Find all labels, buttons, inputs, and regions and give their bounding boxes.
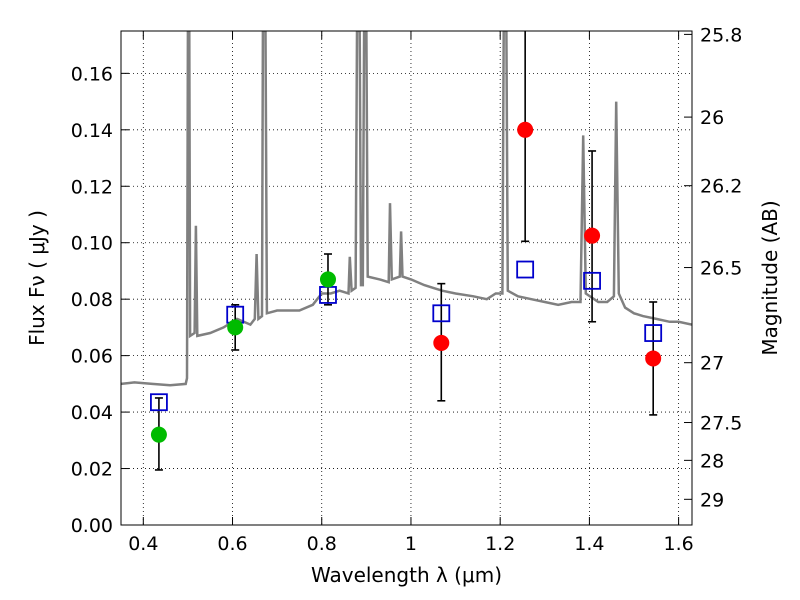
right-axis-label: Magnitude (AB): [758, 200, 782, 355]
model-flux-square: [432, 304, 451, 323]
y-axis-label: Flux Fν ( μJy ): [25, 210, 49, 346]
photometry-point-green: [150, 426, 167, 443]
right-tick-label: 28: [700, 450, 724, 472]
photometry-point-green: [227, 319, 244, 336]
right-tick-label: 26.5: [700, 258, 742, 280]
right-tick-label: 26: [700, 107, 724, 129]
x-tick-label: 1.4: [574, 533, 604, 555]
y-tick-label: 0.04: [71, 402, 113, 424]
spectrum-layer: [121, 31, 692, 387]
markers-layer: [150, 121, 663, 443]
x-tick-label: 0.6: [217, 533, 247, 555]
model-spectrum-line: [121, 31, 692, 387]
x-tick-labels: 0.4 0.6 0.8 1 1.2 1.4 1.6: [128, 533, 694, 555]
y-tick-label: 0.12: [71, 176, 113, 198]
photometry-point-red: [517, 121, 534, 138]
photometry-point-red: [433, 334, 450, 351]
right-tick-label: 29: [700, 489, 724, 511]
photometry-point-red: [584, 227, 601, 244]
model-flux-square: [516, 260, 535, 279]
right-tick-label: 25.8: [700, 24, 742, 46]
model-flux-square: [583, 271, 601, 290]
x-tick-label: 1: [405, 533, 417, 555]
y-tick-label: 0.02: [71, 459, 113, 481]
x-tick-label: 1.6: [664, 533, 694, 555]
y-tick-label: 0.06: [71, 346, 113, 368]
model-flux-square: [644, 324, 663, 342]
y-tick-label: 0.00: [71, 515, 113, 537]
axis-ticks: [121, 31, 692, 526]
right-tick-label: 26.2: [700, 176, 742, 198]
plot-frame: [120, 30, 693, 526]
photometry-point-red: [645, 350, 662, 367]
model-flux-square: [150, 393, 168, 412]
x-tick-label: 0.4: [128, 533, 158, 555]
right-tick-label: 27.5: [700, 413, 742, 435]
right-tick-labels: 25.8 26 26.2 26.5 27 27.5 28 29: [700, 24, 742, 511]
y-tick-label: 0.10: [71, 233, 113, 255]
y-tick-label: 0.16: [71, 63, 113, 85]
x-tick-label: 1.2: [485, 533, 515, 555]
x-tick-label: 0.8: [307, 533, 337, 555]
y-tick-labels: 0.00 0.02 0.04 0.06 0.08 0.10 0.12 0.14 0.16: [71, 63, 113, 537]
photometry-point-green: [319, 271, 336, 288]
x-axis-label: Wavelength λ (μm): [311, 563, 502, 587]
right-tick-label: 27: [700, 353, 724, 375]
y-tick-label: 0.14: [71, 120, 113, 142]
y-tick-label: 0.08: [71, 289, 113, 311]
